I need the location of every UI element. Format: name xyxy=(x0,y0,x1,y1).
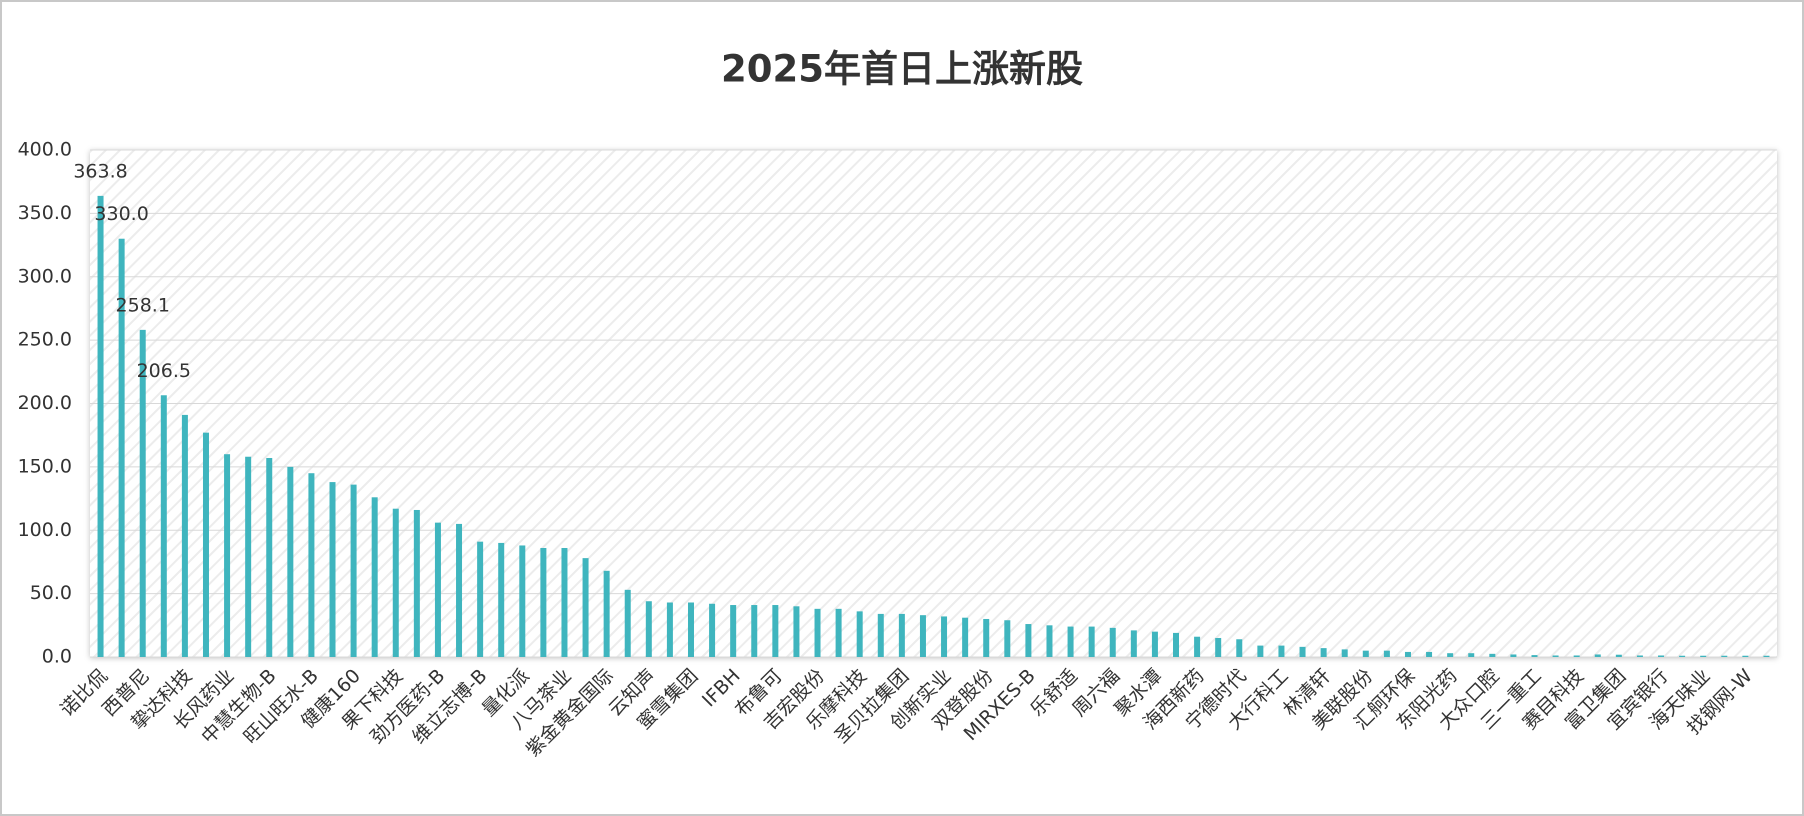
bar xyxy=(1404,651,1411,657)
bar xyxy=(751,605,758,657)
bar xyxy=(709,603,716,657)
bar xyxy=(1341,649,1348,657)
bar xyxy=(1489,653,1496,657)
bar xyxy=(856,611,863,657)
bar xyxy=(245,456,252,657)
bar xyxy=(1573,655,1580,657)
bar xyxy=(329,482,336,657)
bar xyxy=(266,458,273,657)
bar xyxy=(1046,625,1053,657)
bar xyxy=(1426,651,1433,657)
bar xyxy=(1383,650,1390,657)
y-tick-label: 50.0 xyxy=(30,582,72,604)
bar xyxy=(603,570,610,657)
bar xyxy=(1700,655,1707,657)
bar xyxy=(1257,645,1264,657)
y-tick-label: 300.0 xyxy=(18,265,72,287)
bar xyxy=(498,542,505,657)
bar xyxy=(1194,636,1201,657)
bar xyxy=(1109,627,1116,657)
bar xyxy=(835,608,842,657)
bar xyxy=(456,523,463,657)
bar xyxy=(919,615,926,657)
bar xyxy=(477,541,484,657)
value-label: 258.1 xyxy=(116,294,170,316)
y-tick-label: 100.0 xyxy=(18,519,72,541)
bar xyxy=(1763,655,1770,657)
bar xyxy=(1615,654,1622,657)
bar xyxy=(139,329,146,657)
bar xyxy=(202,432,209,657)
bar xyxy=(1594,654,1601,657)
bar xyxy=(1468,653,1475,657)
bar xyxy=(877,613,884,657)
y-tick-label: 0.0 xyxy=(42,646,72,668)
value-label: 363.8 xyxy=(73,160,127,182)
bar xyxy=(983,618,990,657)
y-tick-label: 250.0 xyxy=(18,329,72,351)
bar xyxy=(1552,655,1559,657)
bar xyxy=(118,238,125,657)
bar xyxy=(1088,626,1095,657)
bar xyxy=(1130,630,1137,657)
bar xyxy=(962,617,969,657)
bar xyxy=(1173,632,1180,657)
bar xyxy=(1067,626,1074,657)
bar xyxy=(308,473,315,657)
bar xyxy=(224,454,231,657)
bar xyxy=(1299,646,1306,657)
bar xyxy=(1679,655,1686,657)
value-label: 330.0 xyxy=(94,203,148,225)
bar xyxy=(1531,655,1538,657)
bar xyxy=(350,484,357,657)
bar xyxy=(181,414,188,657)
y-tick-label: 400.0 xyxy=(18,139,72,161)
bar xyxy=(371,497,378,657)
chart-title: 2025年首日上涨新股 xyxy=(721,48,1083,91)
bar xyxy=(1236,639,1243,657)
bar xyxy=(772,605,779,657)
bar xyxy=(1636,655,1643,657)
bar xyxy=(941,616,948,657)
bar xyxy=(1721,655,1728,657)
bar xyxy=(1447,653,1454,657)
bar xyxy=(898,613,905,657)
bar xyxy=(392,508,399,657)
y-tick-label: 350.0 xyxy=(18,202,72,224)
bar xyxy=(287,466,294,657)
bar xyxy=(1742,655,1749,657)
bar xyxy=(814,608,821,657)
y-tick-label: 150.0 xyxy=(18,455,72,477)
bar xyxy=(1278,645,1285,657)
value-label: 206.5 xyxy=(137,360,191,382)
bar xyxy=(645,601,652,657)
bar xyxy=(1151,631,1158,657)
bar xyxy=(1215,637,1222,657)
y-tick-label: 200.0 xyxy=(18,392,72,414)
bar xyxy=(730,605,737,657)
bar xyxy=(687,602,694,657)
bar xyxy=(540,547,547,657)
bar xyxy=(434,522,441,657)
bar xyxy=(160,395,167,657)
bar xyxy=(1658,655,1665,657)
bar xyxy=(1362,650,1369,657)
bar xyxy=(666,602,673,657)
bar xyxy=(582,558,589,657)
bar xyxy=(1320,648,1327,657)
bar xyxy=(413,509,420,657)
bar xyxy=(97,195,104,658)
bar xyxy=(1004,620,1011,657)
bar xyxy=(624,589,631,657)
bar xyxy=(1025,624,1032,657)
bar xyxy=(793,606,800,657)
bar xyxy=(519,545,526,657)
bar xyxy=(1510,654,1517,657)
bar xyxy=(561,547,568,657)
